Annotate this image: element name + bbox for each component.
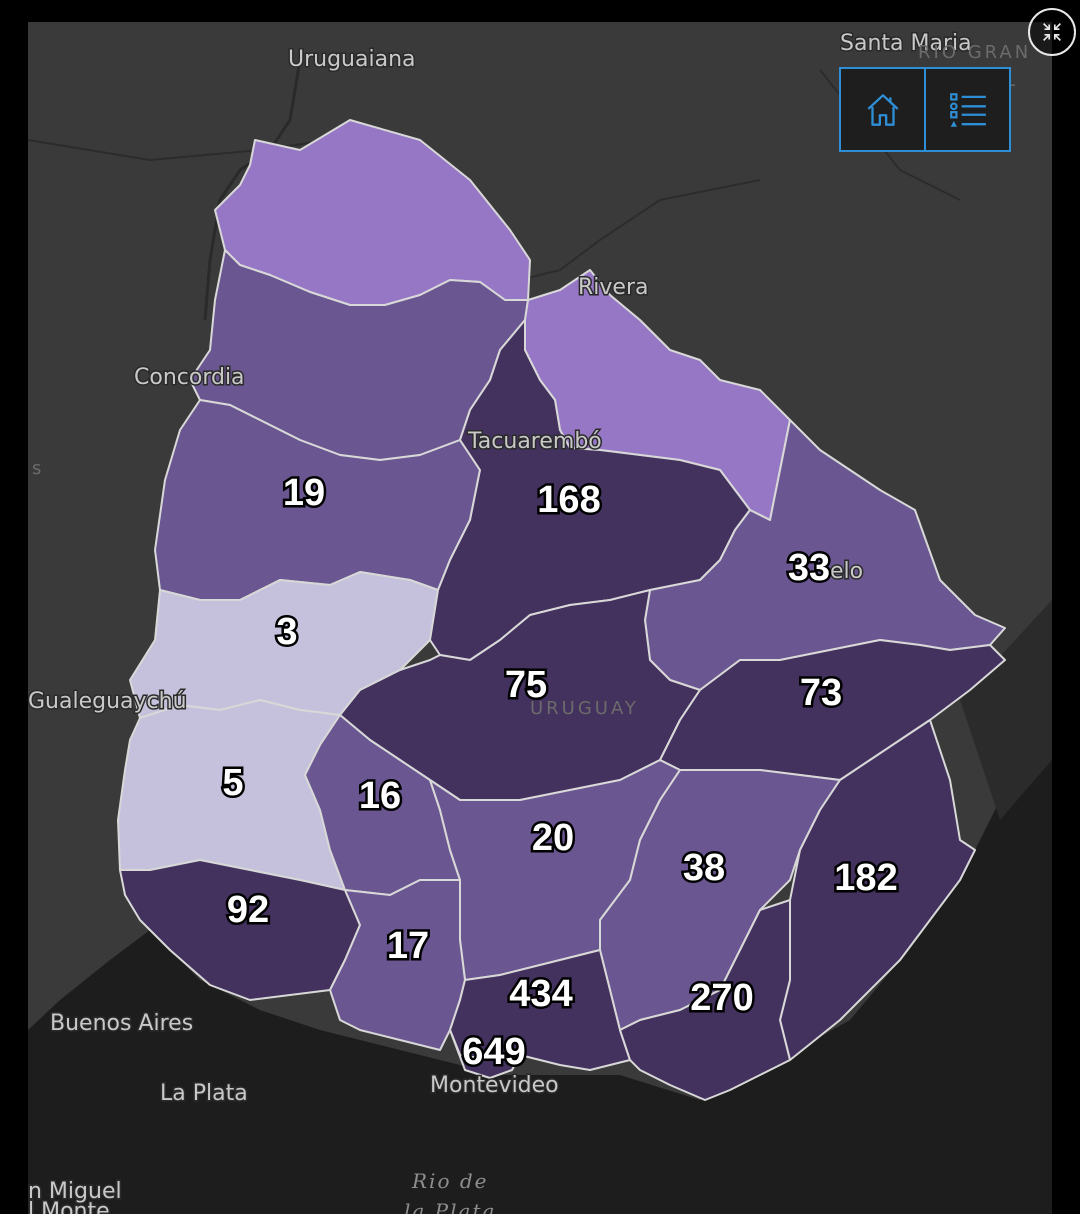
home-button[interactable] xyxy=(839,67,926,152)
value-label-soriano: 5 xyxy=(222,762,243,804)
place-label-rivera: Rivera xyxy=(578,275,648,300)
basemap-river xyxy=(203,59,302,321)
place-label-tacuarembo: Tacuarembó xyxy=(467,429,602,454)
value-label-florida: 20 xyxy=(532,817,574,859)
department-layer xyxy=(117,119,1006,1101)
place-label-uruguaiana: Uruguaiana xyxy=(288,47,416,72)
value-label-montevideo: 649 xyxy=(462,1031,525,1073)
place-label-san-miguel: n Miguel xyxy=(28,1179,122,1204)
department-san-jose[interactable] xyxy=(329,879,466,1051)
exit-fullscreen-button[interactable] xyxy=(1028,8,1076,56)
value-label-cerro-largo: 33 xyxy=(788,547,830,589)
value-label-san-jose: 17 xyxy=(387,925,429,967)
value-label-rocha: 182 xyxy=(834,857,897,899)
basemap-water-rio-de-la-plata xyxy=(28,740,1052,1214)
place-label-santa-maria: Santa Maria xyxy=(840,31,972,56)
place-label-concordia: Concordia xyxy=(134,365,245,390)
value-label-durazno: 75 xyxy=(505,664,547,706)
home-icon xyxy=(867,93,898,126)
place-label-country: URUGUAY xyxy=(530,698,639,719)
legend-list-icon xyxy=(949,92,986,127)
place-label-buenos-aires: Buenos Aires xyxy=(50,1011,193,1036)
place-label-la-plata: La Plata xyxy=(160,1081,248,1106)
place-label-rio-de-la-plata: Rio de xyxy=(411,1169,489,1193)
value-label-paysandu: 19 xyxy=(283,472,325,514)
exit-fullscreen-icon xyxy=(1043,23,1061,41)
value-label-lavalleja: 38 xyxy=(683,847,725,889)
place-label-gualeguaychu: Gualeguaychú xyxy=(28,689,187,714)
value-label-canelones: 434 xyxy=(509,973,572,1015)
value-label-flores: 16 xyxy=(359,775,401,817)
department-maldonado[interactable] xyxy=(619,899,791,1101)
value-label-tacuarembo: 168 xyxy=(537,479,600,521)
basemap-water-coast xyxy=(960,600,1052,820)
place-label-left-edge: s xyxy=(32,458,44,479)
place-label-montevideo: Montevideo xyxy=(430,1073,559,1098)
place-label-melo: elo xyxy=(830,559,863,584)
value-label-colonia: 92 xyxy=(227,889,269,931)
value-label-treinta-y-tres: 73 xyxy=(800,672,842,714)
place-label-rio-de-la-plata-2: la Plata xyxy=(404,1199,496,1214)
value-label-maldonado: 270 xyxy=(690,977,753,1019)
value-label-rio-negro: 3 xyxy=(276,611,297,653)
legend-button[interactable] xyxy=(924,67,1011,152)
department-montevideo[interactable] xyxy=(449,1029,521,1079)
place-label-rio-grande: RIO GRAN xyxy=(918,42,1031,63)
place-label-del-monte: l Monte xyxy=(28,1199,110,1214)
